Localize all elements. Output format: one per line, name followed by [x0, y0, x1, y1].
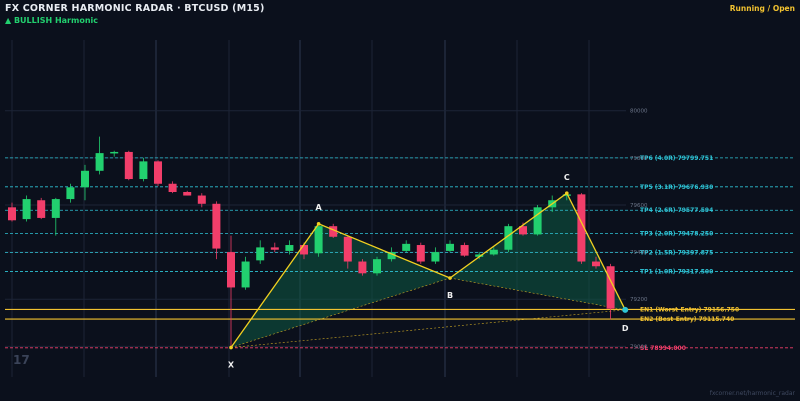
candle-body: [489, 249, 498, 255]
candle-body: [37, 200, 46, 218]
candle-body: [212, 203, 221, 249]
candle-body: [358, 261, 367, 274]
pattern-triangle-xab: [231, 223, 450, 348]
candle-body: [256, 247, 265, 261]
candle-body: [606, 266, 615, 309]
pattern-point-x: [229, 345, 233, 350]
level-label-tp2: TP2 (1.5R) 79397.875: [640, 250, 713, 257]
price-tick-label: 80000: [630, 109, 648, 115]
price-tick-label: 79400: [630, 250, 648, 256]
footer-credit: fxcorner.net/harmonic_radar: [709, 390, 795, 397]
candle-body: [329, 226, 338, 237]
candle-body: [533, 207, 542, 235]
candle-body: [285, 245, 294, 251]
price-axis: 80000 79800 79600 79400 79200 79000: [630, 109, 648, 351]
price-tick-label: 79600: [630, 203, 648, 209]
pattern-label-b: B: [447, 291, 453, 300]
pattern-fill: [230, 193, 626, 348]
tradingview-watermark: 17: [13, 353, 30, 367]
level-label-tp5: TP5 (3.1R) 79676.930: [640, 184, 713, 191]
price-tick-label: 79000: [630, 344, 648, 350]
pattern-direction-label: ▲ BULLISH Harmonic: [5, 16, 98, 25]
pattern-label-c: C: [564, 173, 570, 182]
price-tick-label: 79800: [630, 156, 648, 162]
pattern-diagonal-bd: [449, 277, 626, 311]
candle-body: [402, 243, 411, 251]
pattern-triangle-bcd: [450, 193, 626, 310]
candle-body: [124, 151, 133, 180]
candle-body: [373, 259, 381, 274]
candle-body: [139, 161, 148, 180]
candle-body: [168, 183, 177, 193]
candle-body: [592, 261, 600, 267]
candle-body: [110, 151, 119, 154]
candle-body: [8, 207, 16, 221]
level-lines: TP6 (4.0R) 79799.751 TP5 (3.1R) 79676.930…: [5, 155, 795, 352]
candle-body: [154, 161, 162, 184]
chart-title: FX CORNER HARMONIC RADAR · BTCUSD (M15): [5, 3, 265, 14]
level-label-tp3: TP3 (2.0R) 79478.250: [640, 231, 713, 238]
candle-body: [387, 252, 396, 260]
candle-body: [81, 170, 89, 188]
candle-body: [431, 252, 440, 262]
candle-body: [270, 247, 279, 250]
level-label-en2: EN2 (Best-Entry) 79115.740: [640, 316, 734, 323]
status-indicator: Running / Open: [729, 4, 795, 13]
pattern-label-a: A: [315, 203, 322, 212]
pattern-label-d: D: [622, 324, 629, 333]
level-label-tp1: TP1 (1.0R) 79317.500: [640, 269, 713, 276]
candle-body: [577, 194, 586, 262]
candle-body: [66, 187, 75, 200]
candle-body: [300, 245, 308, 255]
candle-body: [460, 245, 469, 256]
level-label-tp6: TP6 (4.0R) 79799.751: [640, 155, 713, 162]
candle-body: [22, 199, 31, 220]
candle-body: [314, 226, 323, 254]
candle-body: [241, 261, 250, 288]
candle-body: [343, 236, 352, 262]
candle-body: [197, 195, 206, 204]
candle-body: [51, 199, 60, 218]
candle-body: [562, 194, 571, 196]
level-label-tp4: TP4 (2.6R) 79577.594: [640, 207, 713, 214]
candle-body: [227, 252, 235, 288]
pattern-lines: X A B C D: [228, 173, 629, 369]
candle-body: [183, 192, 192, 196]
pattern-point-d: [622, 306, 629, 313]
candle-body: [504, 226, 513, 250]
candle-body: [519, 226, 527, 235]
pattern-diagonal-xd: [230, 309, 626, 348]
price-tick-label: 79200: [630, 297, 648, 303]
candle-body: [475, 254, 484, 257]
candle-body: [95, 153, 104, 171]
candle-body: [446, 243, 454, 251]
candles: [8, 136, 615, 349]
pattern-point-c: [565, 191, 569, 195]
pattern-label-x: X: [228, 361, 235, 370]
level-label-sl: SL 78994.000: [640, 345, 686, 352]
pattern-point-a: [316, 222, 321, 226]
pattern-point-b: [448, 276, 452, 280]
candle-body: [416, 245, 425, 262]
level-label-en1: EN1 (Worst-Entry) 79156.750: [640, 306, 739, 313]
